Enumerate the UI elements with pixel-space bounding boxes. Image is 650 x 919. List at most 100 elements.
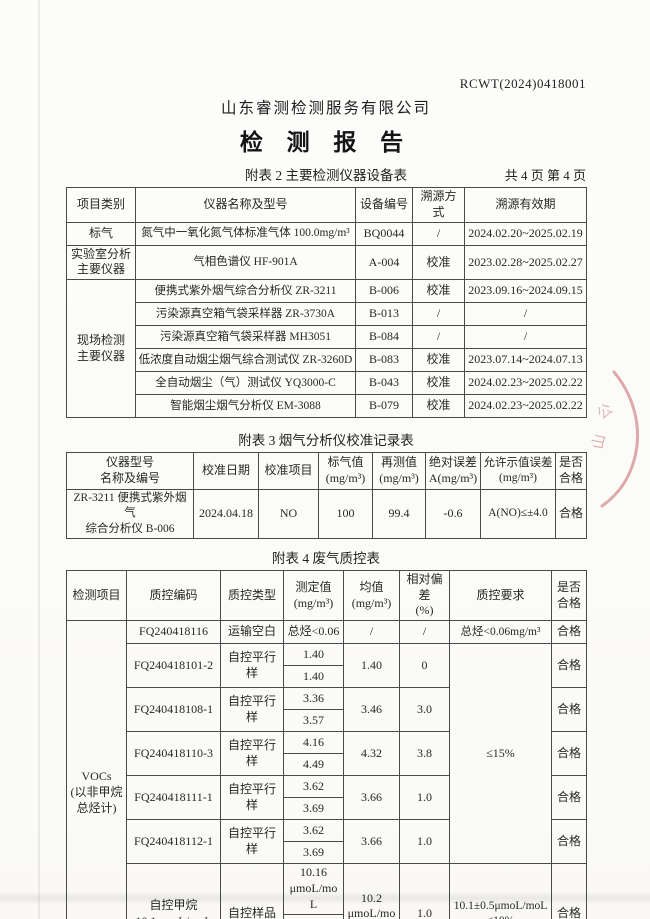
cell-allowed-error: A(NO)≤±4.0 — [480, 489, 556, 539]
cell-trace-validity: 2023.09.16~2024.09.15 — [464, 279, 587, 304]
cell-instrument-name: 低浓度自动烟尘烟气综合测试仪 ZR-3260D — [135, 348, 356, 373]
table-row: 全自动烟尘（气）测试仪 YQ3000-C B-043 校准 2024.02.23… — [67, 371, 587, 396]
table-row: 污染源真空箱气袋采样器 MH3051 B-084 / / — [67, 325, 587, 350]
cell-pass: 合格 — [551, 775, 587, 821]
cell-measured-value: 1.40 — [283, 643, 344, 667]
cell-trace-validity: / — [464, 302, 587, 327]
table-row: FQ240418101-2 自控平行样 1.40 1.40 0 ≤15% 合格 — [67, 643, 587, 865]
cell-instrument-name: 污染源真空箱气袋采样器 MH3051 — [135, 325, 356, 350]
header-test-item: 检测项目 — [66, 569, 127, 622]
cell-qc-type: 自控平行样 — [220, 731, 284, 777]
cell-qc-code: FQ240418110-3 — [126, 731, 221, 777]
cell-qc-type: 自控样品 — [220, 863, 284, 919]
cell-measured-value: 10.24 μmoL/moL — [283, 913, 344, 919]
cell-relative-deviation: 1.0 — [399, 775, 450, 821]
instrument-equipment-table: 项目类别 仪器名称及型号 设备编号 溯源方式 溯源有效期 标气 氮气中一氧化氮气… — [66, 187, 587, 419]
company-name: 山东睿测检测服务有限公司 — [220, 100, 431, 117]
header-trace-method: 溯源方式 — [412, 187, 465, 223]
cell-relative-deviation: 0 — [399, 643, 450, 689]
cell-relative-deviation: / — [399, 620, 450, 645]
cell-mean-value: 3.66 — [343, 775, 400, 821]
cell-trace-method: / — [412, 221, 465, 246]
cell-pass: 合格 — [551, 819, 587, 865]
cell-relative-deviation: 1.0 — [399, 819, 450, 865]
cell-qc-requirement: 总烃<0.06mg/m³ — [449, 620, 552, 645]
header-qc-requirement: 质控要求 — [449, 569, 552, 622]
cell-instrument-name: 智能烟尘烟气分析仪 EM-3088 — [135, 394, 356, 419]
cell-pass: 合格 — [551, 863, 587, 919]
appendix2-caption: 附表 2 主要检测仪器设备表 — [245, 168, 407, 183]
cell-qc-type: 自控平行样 — [220, 687, 284, 733]
cell-standard-value: 100 — [318, 489, 373, 539]
header-relative-deviation: 相对偏差 (%) — [399, 569, 450, 622]
header-device-no: 设备编号 — [355, 187, 413, 223]
table-row: 低浓度自动烟尘烟气综合测试仪 ZR-3260D B-083 校准 2023.07… — [67, 348, 587, 373]
cell-measured-value: 10.16 μmoL/moL — [283, 863, 344, 915]
cell-pass: 合格 — [551, 731, 587, 777]
cell-device-no: B-079 — [355, 394, 413, 419]
flue-gas-calibration-table: 仪器型号 名称及编号 校准日期 校准项目 标气值 (mg/m³) 再测值 (mg… — [66, 452, 587, 539]
cell-device-no: B-084 — [355, 325, 413, 350]
cell-qc-type: 运输空白 — [220, 620, 284, 645]
cell-measured-value: 4.49 — [283, 753, 344, 777]
table-row: VOCs (以非甲烷 总烃计) FQ240418116 运输空白 总烃<0.06… — [66, 620, 587, 919]
cell-measured-value: 3.57 — [283, 709, 344, 733]
cell-device-no: A-004 — [355, 244, 413, 281]
cell-measured-value: 3.62 — [283, 775, 344, 799]
table-row: 现场检测 主要仪器 便携式紫外烟气综合分析仪 ZR-3211 B-006 校准 … — [66, 279, 587, 419]
cell-qc-requirement: 10.1±0.5μmoL/moL ≤10% — [449, 863, 552, 919]
cell-pass: 合格 — [551, 620, 587, 645]
cell-measured-value: 3.62 — [283, 819, 344, 843]
cell-device-no: B-006 — [355, 279, 413, 304]
cell-test-item: VOCs (以非甲烷 总烃计) — [66, 620, 127, 919]
cell-trace-method: / — [412, 325, 465, 350]
scan-seam-line — [38, 0, 40, 919]
cell-measured-value: 总烃<0.06 — [283, 620, 344, 645]
cell-qc-type: 自控平行样 — [220, 775, 284, 821]
cell-trace-method: / — [412, 302, 465, 327]
cell-trace-method: 校准 — [412, 279, 465, 304]
header-allowed-error: 允许示值误差 (mg/m³) — [480, 452, 556, 491]
document-title: 检 测 报 告 — [239, 130, 413, 155]
header-qc-code: 质控编码 — [126, 569, 221, 622]
cell-relative-deviation: 3.8 — [399, 731, 450, 777]
cell-mean-value: 3.46 — [343, 687, 400, 733]
table-row: 标气 氮气中一氧化氮气体标准气体 100.0mg/m³ BQ0044 / 202… — [66, 221, 587, 246]
cell-measured-value: 3.69 — [283, 841, 344, 865]
header-instrument-name: 仪器名称及型号 — [135, 187, 356, 223]
table-row: 自控甲烷 10.1μmoL/moL 自控样品 10.16 μmoL/moL 10… — [67, 863, 587, 919]
cell-qc-requirement-shared: ≤15% — [449, 643, 552, 865]
table-subrow: 3.69 — [67, 797, 587, 821]
cell-qc-type: 自控平行样 — [220, 819, 284, 865]
cell-category: 标气 — [66, 221, 136, 246]
appendix4-caption-row: 附表 4 废气质控表 — [66, 547, 586, 568]
cell-qc-code: FQ240418111-1 — [126, 775, 221, 821]
cell-calibration-date: 2024.04.18 — [193, 489, 259, 539]
cell-instrument-name: 气相色谱仪 HF-901A — [135, 244, 356, 281]
header-measured-value: 测定值 (mg/m³) — [283, 569, 344, 622]
cell-trace-method: 校准 — [412, 371, 465, 396]
appendix4-caption: 附表 4 废气质控表 — [272, 550, 380, 566]
cell-device-no: B-013 — [355, 302, 413, 327]
table-header-row: 检测项目 质控编码 质控类型 测定值 (mg/m³) 均值 (mg/m³) 相对… — [66, 569, 587, 622]
cell-retest-value: 99.4 — [372, 489, 426, 539]
header-mean-value: 均值 (mg/m³) — [343, 569, 400, 622]
cell-instrument-name: 全自动烟尘（气）测试仪 YQ3000-C — [135, 371, 356, 396]
cell-measured-value: 3.36 — [283, 687, 344, 711]
table-row: 实验室分析 主要仪器 气相色谱仪 HF-901A A-004 校准 2023.0… — [66, 244, 587, 281]
cell-category: 现场检测 主要仪器 — [66, 279, 136, 419]
report-number: RCWT(2024)0418001 — [459, 76, 586, 91]
table-header-row: 项目类别 仪器名称及型号 设备编号 溯源方式 溯源有效期 — [66, 187, 587, 223]
header-calibration-item: 校准项目 — [258, 452, 319, 491]
cell-trace-validity: 2024.02.20~2025.02.19 — [464, 221, 587, 246]
table-row: 污染源真空箱气袋采样器 ZR-3730A B-013 / / — [67, 302, 587, 327]
cell-device-no: B-083 — [355, 348, 413, 373]
appendix3-caption: 附表 3 烟气分析仪校准记录表 — [238, 433, 414, 449]
header-pass: 是否 合格 — [555, 452, 587, 491]
cell-category: 实验室分析 主要仪器 — [66, 244, 136, 281]
cell-trace-method: 校准 — [412, 394, 465, 419]
cell-pass: 合格 — [555, 489, 587, 539]
cell-instrument-name: 氮气中一氧化氮气体标准气体 100.0mg/m³ — [135, 221, 356, 246]
cell-measured-value: 4.16 — [283, 731, 344, 755]
